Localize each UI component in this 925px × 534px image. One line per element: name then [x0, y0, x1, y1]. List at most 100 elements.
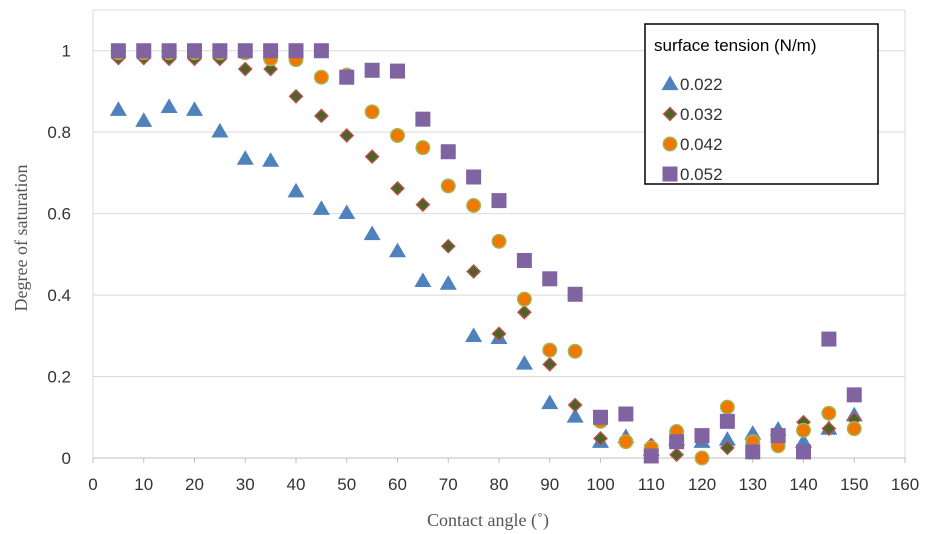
data-point — [846, 387, 862, 403]
y-tick-label: 0.2 — [47, 368, 71, 387]
legend: surface tension (N/m) 0.0220.0320.0420.0… — [644, 23, 879, 185]
data-point — [390, 180, 405, 196]
legend-marker — [662, 136, 678, 152]
y-tick-labels: 0 0.2 0.4 0.6 0.8 1 — [47, 42, 71, 468]
data-point — [440, 238, 456, 254]
data-point — [796, 422, 812, 438]
data-point — [212, 43, 228, 59]
data-point — [364, 104, 380, 120]
data-point — [821, 331, 837, 347]
data-point — [211, 122, 229, 138]
data-point — [339, 128, 355, 143]
data-point — [567, 343, 583, 359]
legend-label: 0.022 — [680, 75, 723, 94]
data-point — [338, 204, 356, 219]
x-tick-label: 160 — [891, 475, 919, 494]
data-point — [567, 397, 583, 413]
data-point — [491, 193, 507, 209]
x-tick-labels: 0 10 20 30 40 50 60 70 80 90 100 110 120 130 140 150 160 — [88, 475, 919, 494]
data-point — [439, 275, 457, 290]
x-tick-label: 10 — [134, 475, 153, 494]
y-tick-label: 0.8 — [47, 123, 71, 142]
data-point — [262, 152, 280, 167]
x-tick-label: 120 — [688, 475, 716, 494]
data-point — [415, 111, 431, 127]
x-tick-label: 130 — [739, 475, 767, 494]
data-point — [694, 428, 710, 444]
data-point — [718, 431, 736, 446]
data-point — [186, 101, 203, 116]
data-point — [237, 43, 253, 59]
data-point — [237, 61, 253, 77]
data-point — [618, 434, 634, 450]
data-point — [313, 43, 329, 59]
data-point — [566, 407, 584, 423]
data-point — [263, 43, 279, 59]
data-point — [364, 62, 380, 78]
data-point — [516, 291, 532, 307]
data-point — [288, 43, 304, 59]
data-point — [669, 447, 685, 463]
data-point — [542, 356, 558, 372]
data-point — [542, 342, 558, 358]
data-point — [669, 434, 685, 450]
data-point — [745, 444, 761, 460]
legend-marker — [662, 166, 678, 182]
data-point — [795, 433, 812, 448]
data-point — [287, 182, 305, 198]
data-point — [160, 98, 178, 114]
data-point — [415, 140, 431, 156]
data-point — [109, 101, 127, 116]
legend-marker — [662, 106, 678, 122]
data-point — [719, 399, 735, 415]
data-points — [109, 43, 863, 466]
data-point — [466, 169, 482, 185]
data-point — [796, 444, 811, 460]
data-point — [414, 272, 432, 287]
x-tick-label: 70 — [439, 475, 458, 494]
x-tick-label: 110 — [638, 475, 665, 494]
data-point — [491, 233, 507, 249]
data-point — [161, 43, 177, 59]
data-point — [567, 286, 583, 302]
data-point — [719, 413, 735, 429]
data-point — [770, 428, 786, 444]
x-tick-label: 0 — [88, 475, 97, 494]
series-0.052 — [110, 43, 862, 464]
data-point — [516, 252, 532, 268]
data-point — [466, 197, 482, 213]
data-point — [542, 271, 558, 287]
data-point — [390, 63, 405, 79]
legend-marker — [661, 75, 679, 91]
data-point — [593, 409, 608, 425]
data-point — [541, 394, 559, 410]
data-point — [516, 304, 532, 320]
y-tick-label: 1 — [62, 42, 71, 61]
data-point — [491, 326, 507, 342]
data-point — [313, 108, 329, 124]
y-tick-label: 0.4 — [47, 286, 71, 305]
data-point — [136, 43, 152, 59]
data-point — [313, 69, 329, 85]
data-point — [288, 88, 304, 104]
data-point — [415, 197, 431, 213]
y-axis-title: Degree of saturation — [11, 165, 31, 312]
x-tick-label: 60 — [388, 475, 407, 494]
data-point — [440, 144, 456, 160]
x-tick-label: 150 — [840, 475, 868, 494]
legend-label: 0.052 — [680, 165, 723, 184]
data-point — [821, 405, 837, 421]
x-axis-title: Contact angle (˚) — [427, 510, 549, 531]
data-point — [236, 150, 254, 165]
data-point — [821, 421, 837, 437]
x-tick-label: 20 — [185, 475, 204, 494]
data-point — [719, 440, 735, 456]
data-point — [465, 327, 483, 342]
legend-box — [644, 23, 879, 185]
data-point — [390, 127, 406, 143]
data-point — [694, 450, 710, 466]
data-point — [466, 264, 482, 279]
data-point — [846, 421, 862, 437]
data-point — [312, 200, 330, 215]
